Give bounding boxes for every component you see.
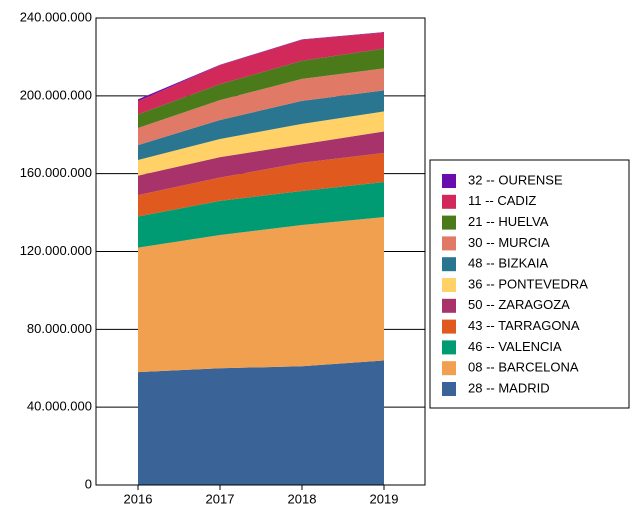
legend-swatch [442, 236, 456, 251]
legend-label: 21 -- HUELVA [468, 214, 549, 229]
legend-swatch [442, 298, 456, 313]
area [138, 111, 384, 176]
legend-label: 43 -- TARRAGONA [468, 318, 580, 333]
y-tick-label: 80.000.000 [27, 321, 92, 336]
legend-label: 32 -- OURENSE [468, 172, 563, 187]
legend-swatch [442, 174, 456, 188]
area [138, 217, 384, 373]
legend-swatch [442, 319, 456, 334]
x-tick-label: 2017 [206, 491, 235, 506]
area [138, 68, 384, 146]
x-tick-label: 2018 [288, 491, 317, 506]
area [138, 152, 384, 217]
legend-swatch [442, 340, 456, 355]
legend-swatch [442, 194, 456, 209]
area [138, 90, 384, 161]
legend-label: 48 -- BIZKAIA [468, 256, 549, 271]
legend-swatch [442, 278, 456, 292]
plot-frame [95, 17, 426, 486]
area [138, 48, 384, 128]
legend-swatch [442, 382, 456, 396]
x-tick-label: 2019 [370, 491, 399, 506]
area [138, 182, 384, 248]
legend-label: 36 -- PONTEVEDRA [468, 276, 588, 291]
y-tick-label: 120.000.000 [20, 243, 92, 258]
legend-label: 46 -- VALENCIA [468, 339, 562, 354]
area [138, 360, 384, 485]
legend-label: 30 -- MURCIA [468, 235, 550, 250]
legend-label: 50 -- ZARAGOZA [468, 297, 570, 312]
area [138, 131, 384, 196]
legend-label: 08 -- BARCELONA [468, 360, 579, 375]
legend-label: 28 -- MADRID [468, 380, 550, 395]
y-tick-label: 40.000.000 [27, 399, 92, 414]
legend-swatch [442, 257, 456, 272]
y-tick-label: 200.000.000 [20, 87, 92, 102]
legend-swatch [442, 215, 456, 230]
x-tick-label: 2016 [124, 491, 153, 506]
area [138, 32, 384, 115]
legend-swatch [442, 361, 456, 376]
legend: 32 -- OURENSE 11 -- CADIZ 21 -- HUELVA 30 -… [429, 159, 630, 409]
y-tick-label: 0 [85, 476, 92, 491]
legend-box [429, 159, 630, 409]
y-tick-label: 160.000.000 [20, 165, 92, 180]
y-tick-label: 240.000.000 [20, 9, 92, 24]
legend-label: 11 -- CADIZ [468, 193, 536, 208]
